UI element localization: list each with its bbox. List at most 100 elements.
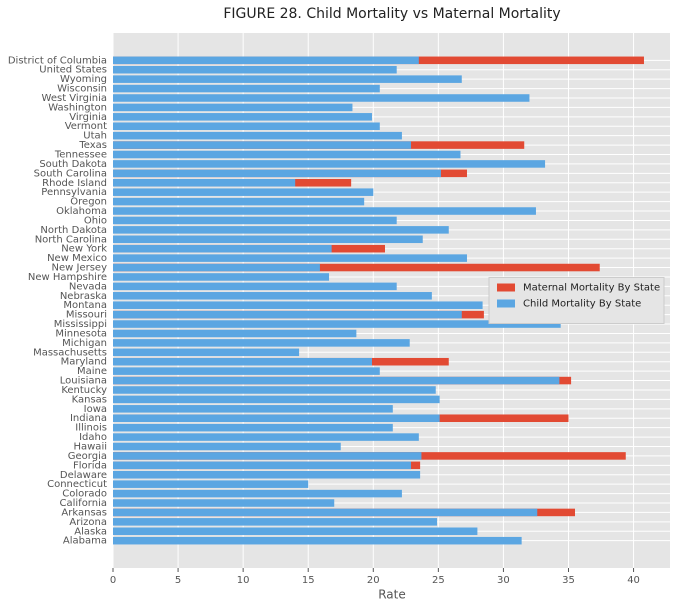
bar [113,433,419,441]
y-tick-label: New Jersey [52,263,108,274]
y-tick-label: Wisconsin [57,84,107,95]
legend-label: Child Mortality By State [523,299,641,310]
bar [113,226,449,234]
y-tick-label: South Carolina [34,168,107,179]
bar [113,169,441,178]
y-tick-label: California [60,498,108,509]
y-tick-label: Vermont [65,121,107,132]
bar [113,508,538,517]
y-tick-label: West Virginia [42,93,107,104]
y-tick-label: Minnesota [55,328,107,339]
bar [113,254,467,262]
bar [113,75,462,83]
y-tick-label: Virginia [69,112,107,123]
bar [113,442,341,451]
bar [113,178,296,187]
y-tick-label: Texas [78,140,107,151]
y-tick-label: United States [39,65,107,76]
bar [113,84,380,93]
y-tick-label: Ohio [84,215,107,226]
bar [113,414,440,423]
bar [113,518,438,526]
bar [113,499,335,507]
x-tick-label: 0 [110,575,116,586]
y-tick-label: Indiana [70,413,107,424]
bar [113,103,353,112]
x-tick-label: 5 [175,575,181,586]
x-tick-label: 25 [432,575,445,586]
bar [113,207,536,215]
y-tick-label: New York [61,244,107,255]
y-tick-label: Mississippi [54,319,107,330]
y-tick-label: Arizona [69,517,107,528]
y-tick-label: South Dakota [39,159,107,170]
legend-swatch [497,299,515,308]
bar [113,216,397,225]
bar [113,131,402,140]
y-tick-label: Colorado [62,489,107,500]
y-tick-label: Nevada [69,281,107,292]
bar [113,292,432,300]
y-tick-label: Washington [48,102,107,113]
y-tick-label: Alabama [63,536,107,547]
bar [113,113,372,121]
bar [113,263,320,272]
y-tick-label: Louisiana [60,376,107,387]
bar [113,339,410,347]
bar [113,386,436,394]
y-tick-label: Tennessee [54,150,107,161]
bar [113,65,397,74]
bar [113,188,374,196]
legend-swatch [497,283,515,292]
bar [113,461,412,470]
x-tick-label: 10 [237,575,250,586]
y-tick-label: New Mexico [47,253,107,264]
y-tick-label: Iowa [84,404,107,415]
y-tick-label: Oklahoma [56,206,107,217]
bar [113,320,561,328]
bar [113,122,380,131]
y-tick-label: Kentucky [61,385,107,396]
y-tick-label: North Dakota [40,225,107,236]
bar [113,273,330,281]
y-tick-label: Georgia [68,451,107,462]
bar [113,470,421,479]
y-tick-label: Wyoming [60,74,107,85]
y-tick-label: Maryland [61,357,107,368]
y-tick-label: Pennsylvania [41,187,107,198]
y-tick-label: District of Columbia [8,55,107,66]
y-tick-label: North Carolina [35,234,107,245]
y-tick-label: New Hampshire [28,272,107,283]
y-tick-label: Illinois [75,423,107,434]
bar [113,150,461,159]
y-tick-label: Missouri [66,310,107,321]
x-axis-label: Rate [378,588,406,602]
bar [113,395,440,404]
y-tick-label: Delaware [60,470,107,481]
bar [113,235,423,244]
bar [113,160,546,168]
y-tick-label: Montana [63,300,107,311]
bar [113,329,357,338]
bar [113,197,365,206]
bar [113,423,393,432]
x-tick-label: 15 [302,575,315,586]
y-tick-label: Alaska [74,526,107,537]
bar [113,452,422,460]
x-tick-label: 20 [367,575,380,586]
y-tick-label: Massachusetts [33,347,107,358]
x-tick-label: 35 [562,575,575,586]
bar [113,56,419,65]
bar [113,489,402,498]
bar [113,141,412,149]
y-tick-label: Hawaii [73,441,107,452]
bar [113,244,332,253]
x-tick-label: 30 [497,575,510,586]
y-tick-label: Connecticut [47,479,107,490]
y-tick-label: Oregon [70,197,107,208]
bar [113,480,309,488]
legend-box [488,277,665,324]
bar [113,536,522,545]
bar [113,357,372,366]
